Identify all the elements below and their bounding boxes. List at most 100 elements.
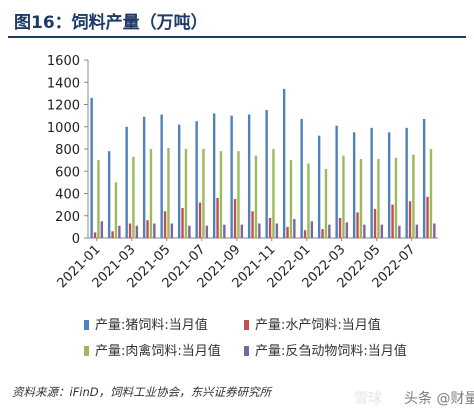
bar-series2 [303, 230, 307, 238]
bar-series3 [412, 154, 415, 238]
bar-series1 [405, 127, 408, 238]
bar-series2 [146, 220, 149, 238]
y-tick-label: 200 [55, 210, 80, 225]
legend-item: 产量:猪饲料:当月值 [84, 314, 208, 333]
y-tick-label: 1000 [47, 121, 80, 136]
bar-series1 [230, 115, 233, 238]
bar-series4 [345, 222, 349, 238]
bar-series1 [142, 116, 146, 238]
bar-series4 [205, 225, 209, 238]
bar-series2 [93, 232, 97, 238]
legend-swatch [244, 320, 249, 330]
bar-series3 [342, 155, 345, 238]
y-tick-label: 1200 [47, 99, 80, 114]
bar-series4 [118, 225, 121, 238]
bar-series4 [275, 223, 279, 238]
bar-series4 [310, 221, 314, 238]
bar-series2 [251, 211, 254, 238]
bar-series4 [415, 224, 419, 238]
legend-swatch [84, 320, 89, 330]
bar-series3 [132, 156, 135, 238]
bar-series4 [363, 224, 366, 238]
legend-label: 产量:反刍动物饲料:当月值 [255, 344, 407, 359]
bar-series1 [125, 126, 128, 238]
bar-series2 [163, 211, 167, 238]
bar-series2 [373, 209, 377, 238]
bar-series3 [237, 151, 240, 238]
bar-series1 [160, 114, 163, 238]
bar-series3 [272, 149, 275, 238]
bar-series1 [352, 132, 356, 238]
bar-series4 [135, 225, 139, 238]
bar-series4 [398, 225, 401, 238]
bar-series3 [167, 147, 170, 238]
bar-series4 [240, 224, 244, 238]
bar-series1 [195, 121, 198, 238]
y-tick-label: 400 [55, 188, 80, 203]
bar-series1 [90, 97, 93, 238]
bar-series1 [387, 132, 391, 238]
y-tick-label: 1400 [47, 76, 80, 91]
bar-series2 [338, 217, 342, 238]
bar-series2 [181, 207, 184, 238]
bar-series3 [219, 151, 223, 238]
bar-series2 [198, 202, 202, 238]
bar-series1 [107, 151, 111, 238]
bar-series1 [282, 88, 286, 238]
bar-series1 [212, 113, 216, 238]
bar-series2 [233, 199, 237, 238]
bar-series2 [216, 197, 219, 238]
bar-series3 [149, 149, 153, 238]
bar-series3 [394, 157, 398, 238]
bar-series3 [97, 160, 100, 238]
bar-series1 [422, 118, 426, 238]
bar-series1 [247, 114, 251, 238]
y-tick-label: 600 [55, 165, 80, 180]
bar-series4 [153, 223, 156, 238]
y-tick-label: 800 [55, 143, 80, 158]
legend-item: 产量:水产饲料:当月值 [244, 314, 381, 333]
bar-series3 [254, 155, 258, 238]
bar-series4 [223, 224, 226, 238]
bar-series2 [128, 223, 132, 238]
watermark-left: 雪球 [354, 391, 382, 407]
bar-series3 [289, 160, 293, 238]
bar-series2 [286, 226, 289, 238]
bar-series4 [170, 223, 174, 238]
bar-series2 [426, 196, 429, 238]
legend: 产量:猪饲料:当月值 产量:水产饲料:当月值产量:肉禽饲料:当月值 产量:反刍动物饲… [84, 314, 464, 364]
bar-series3 [359, 159, 363, 238]
title-bar: 图16：饲料产量（万吨） [8, 6, 466, 38]
bar-chart: 020040060080010001200140016002021-012021… [47, 54, 438, 291]
bar-series4 [380, 224, 384, 238]
bar-series4 [100, 221, 104, 238]
bar-series1 [177, 124, 181, 238]
bar-series2 [268, 217, 272, 238]
y-tick-label: 1600 [47, 54, 80, 69]
bar-series3 [429, 149, 433, 238]
bar-series3 [307, 163, 310, 238]
legend-item: 产量:反刍动物饲料:当月值 [244, 340, 407, 359]
bar-series4 [328, 224, 331, 238]
bar-series4 [258, 223, 261, 238]
legend-swatch [244, 346, 249, 356]
source-note: 资料来源：iFinD，饲料工业协会，东兴证券研究所 [12, 385, 272, 399]
bar-series3 [114, 182, 118, 238]
bar-series2 [391, 204, 394, 238]
y-tick-label: 0 [72, 232, 80, 247]
bar-series1 [300, 118, 303, 238]
bar-series1 [265, 110, 268, 238]
legend-label: 产量:肉禽饲料:当月值 [95, 344, 221, 359]
bar-series4 [433, 223, 436, 238]
watermark-right: 头条 @财量 [404, 391, 474, 407]
bar-series2 [356, 212, 359, 238]
legend-item: 产量:肉禽饲料:当月值 [84, 340, 221, 359]
bar-series3 [184, 149, 188, 238]
bar-series4 [293, 219, 296, 238]
legend-label: 产量:水产饲料:当月值 [255, 318, 381, 333]
bar-series1 [317, 135, 321, 238]
bar-series2 [408, 201, 412, 238]
bar-series1 [335, 125, 338, 238]
bar-series2 [321, 229, 324, 238]
bar-series2 [111, 231, 114, 238]
